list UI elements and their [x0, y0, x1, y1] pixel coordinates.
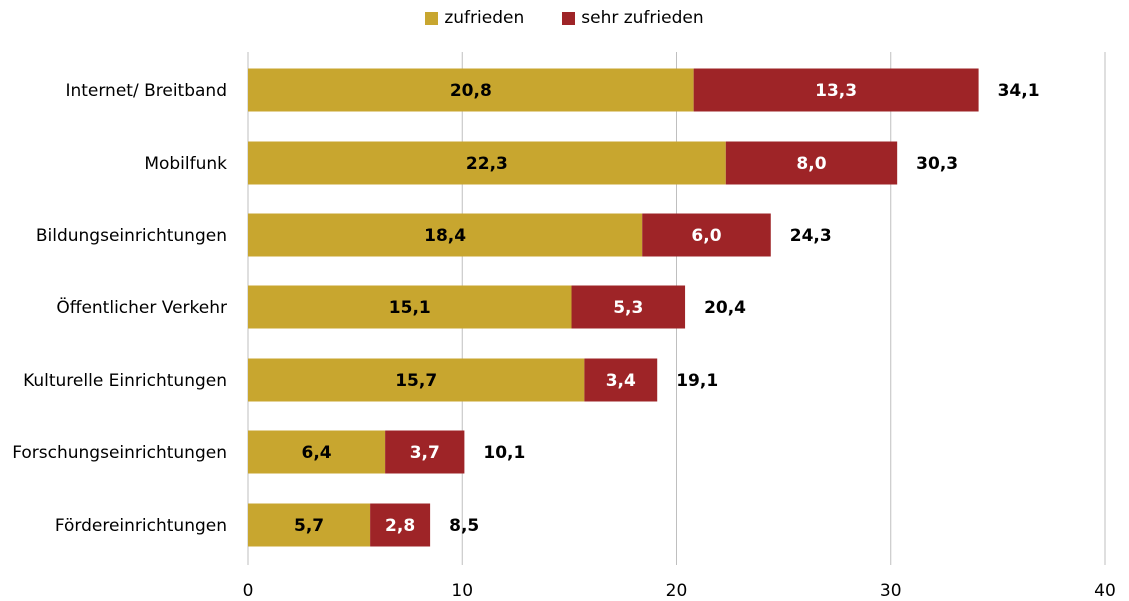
data-label-zufrieden: 6,4: [301, 443, 331, 463]
x-tick-label-0: 0: [243, 581, 254, 601]
data-label-sehr-zufrieden: 3,4: [606, 371, 636, 391]
bar-segment-zufrieden: [248, 68, 694, 112]
x-tick-label-40: 40: [1094, 581, 1116, 601]
data-label-zufrieden: 18,4: [424, 226, 466, 246]
category-label: Mobilfunk: [144, 154, 227, 174]
x-tick-label-30: 30: [880, 581, 902, 601]
total-label: 34,1: [998, 81, 1040, 101]
data-label-sehr-zufrieden: 6,0: [691, 226, 721, 246]
bar-segment-zufrieden: [248, 141, 726, 185]
x-tick-label-10: 10: [451, 581, 473, 601]
total-label: 8,5: [449, 516, 479, 536]
data-label-zufrieden: 20,8: [450, 81, 492, 101]
bar-segment-sehr-zufrieden: [693, 68, 979, 112]
total-label: 19,1: [676, 371, 718, 391]
data-label-sehr-zufrieden: 13,3: [815, 81, 857, 101]
legend-swatch-zufrieden: [425, 11, 439, 25]
category-label: Internet/ Breitband: [65, 81, 227, 101]
total-label: 24,3: [790, 226, 832, 246]
data-label-sehr-zufrieden: 8,0: [796, 154, 826, 174]
category-label: Kulturelle Einrichtungen: [23, 371, 227, 391]
category-label: Forschungseinrichtungen: [12, 443, 227, 463]
bar-segment-sehr-zufrieden: [642, 213, 771, 257]
bar-segment-zufrieden: [248, 430, 386, 474]
total-label: 10,1: [483, 443, 525, 463]
bar-segment-sehr-zufrieden: [584, 358, 658, 402]
legend-label-sehr-zufrieden: sehr zufrieden: [581, 8, 704, 28]
bar-segment-zufrieden: [248, 285, 572, 329]
category-label: Öffentlicher Verkehr: [56, 296, 227, 318]
bar-segment-sehr-zufrieden: [725, 141, 898, 185]
bar-segment-zufrieden: [248, 358, 585, 402]
total-label: 30,3: [916, 154, 958, 174]
total-label: 20,4: [704, 298, 746, 318]
data-label-sehr-zufrieden: 2,8: [385, 516, 415, 536]
bar-segment-zufrieden: [248, 503, 371, 547]
data-label-zufrieden: 15,7: [395, 371, 437, 391]
category-label: Bildungseinrichtungen: [36, 226, 227, 246]
bar-segment-sehr-zufrieden: [370, 503, 431, 547]
data-label-zufrieden: 5,7: [294, 516, 324, 536]
legend-swatch-sehr-zufrieden: [562, 11, 576, 25]
legend-item-sehr-zufrieden: sehr zufrieden: [562, 8, 704, 28]
bar-segment-zufrieden: [248, 213, 643, 257]
legend: zufrieden sehr zufrieden: [0, 8, 1129, 28]
data-label-zufrieden: 22,3: [466, 154, 508, 174]
bar-segment-sehr-zufrieden: [571, 285, 686, 329]
data-label-sehr-zufrieden: 5,3: [613, 298, 643, 318]
legend-label-zufrieden: zufrieden: [444, 8, 525, 28]
legend-item-zufrieden: zufrieden: [425, 8, 524, 28]
category-label: Fördereinrichtungen: [55, 516, 227, 536]
x-tick-label-20: 20: [666, 581, 688, 601]
data-label-zufrieden: 15,1: [389, 298, 431, 318]
bar-segment-sehr-zufrieden: [385, 430, 465, 474]
data-label-sehr-zufrieden: 3,7: [410, 443, 440, 463]
